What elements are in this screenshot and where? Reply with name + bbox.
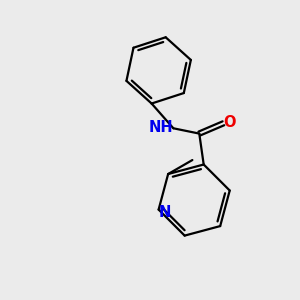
- Text: N: N: [159, 205, 171, 220]
- Text: NH: NH: [149, 120, 173, 135]
- Text: O: O: [223, 115, 236, 130]
